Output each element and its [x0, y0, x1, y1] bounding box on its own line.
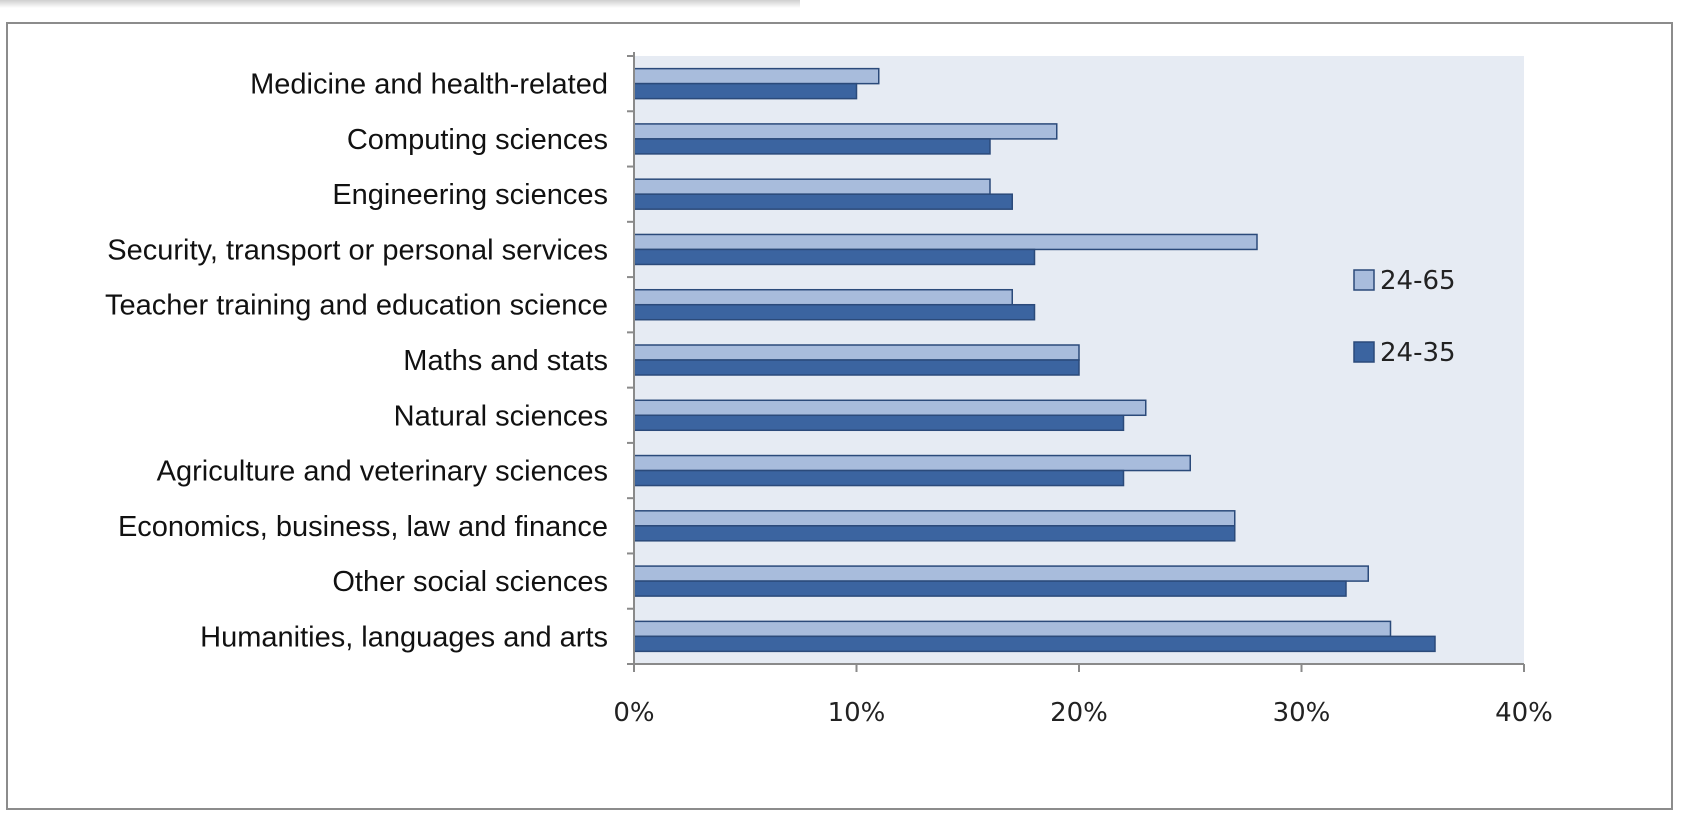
- bar-24-35-5: [633, 359, 1080, 376]
- legend-label: 24-65: [1380, 266, 1456, 296]
- bar-24-35-9: [633, 580, 1347, 597]
- category-label: Humanities, languages and arts: [200, 621, 608, 653]
- bar-24-65-2: [633, 178, 991, 195]
- bar-24-65-4: [633, 288, 1013, 306]
- bar-24-65-0: [633, 67, 880, 85]
- bar-24-65-3: [633, 233, 1258, 251]
- bar-24-35-7: [633, 469, 1125, 487]
- x-tick-label: 0%: [613, 698, 654, 728]
- bar-24-35-1: [633, 138, 991, 155]
- category-label: Computing sciences: [347, 124, 608, 156]
- bar-24-35-10: [633, 635, 1436, 653]
- bar-24-35-0: [633, 82, 858, 100]
- chart-frame: 0% 10% 20% 30% 40% Medicine and health-relate…: [6, 22, 1673, 810]
- top-edge-strip: [0, 0, 800, 8]
- bar-24-65-1: [633, 123, 1058, 140]
- bar-24-35-4: [633, 303, 1036, 321]
- category-label: Teacher training and education science: [105, 290, 608, 322]
- category-label: Natural sciences: [394, 400, 608, 432]
- legend-swatch-24-35: [1353, 341, 1375, 363]
- bar-24-65-9: [633, 565, 1369, 582]
- legend-label: 24-35: [1380, 338, 1456, 368]
- bar-chart: 0% 10% 20% 30% 40% Medicine and health-relate…: [105, 52, 1553, 728]
- bar-24-65-5: [633, 344, 1080, 361]
- bar-24-35-2: [633, 193, 1013, 210]
- category-label: Security, transport or personal services: [107, 234, 608, 266]
- category-label: Medicine and health-related: [250, 69, 608, 101]
- category-label: Economics, business, law and finance: [118, 511, 608, 543]
- bar-24-35-8: [633, 525, 1236, 542]
- category-label: Agriculture and veterinary sciences: [157, 456, 608, 488]
- x-tick-label: 20%: [1050, 698, 1108, 728]
- category-label: Maths and stats: [403, 345, 608, 377]
- x-tick-label: 40%: [1495, 698, 1553, 728]
- x-tick-label: 30%: [1273, 698, 1331, 728]
- bar-24-65-6: [633, 399, 1147, 417]
- bar-24-65-8: [633, 510, 1236, 527]
- bar-24-35-6: [633, 414, 1125, 432]
- x-tick-label: 10%: [828, 698, 886, 728]
- bar-24-65-10: [633, 620, 1392, 638]
- bar-24-35-3: [633, 248, 1036, 266]
- category-label: Engineering sciences: [332, 179, 608, 211]
- legend-swatch-24-65: [1353, 269, 1375, 291]
- category-label: Other social sciences: [332, 566, 608, 598]
- bar-24-65-7: [633, 454, 1191, 472]
